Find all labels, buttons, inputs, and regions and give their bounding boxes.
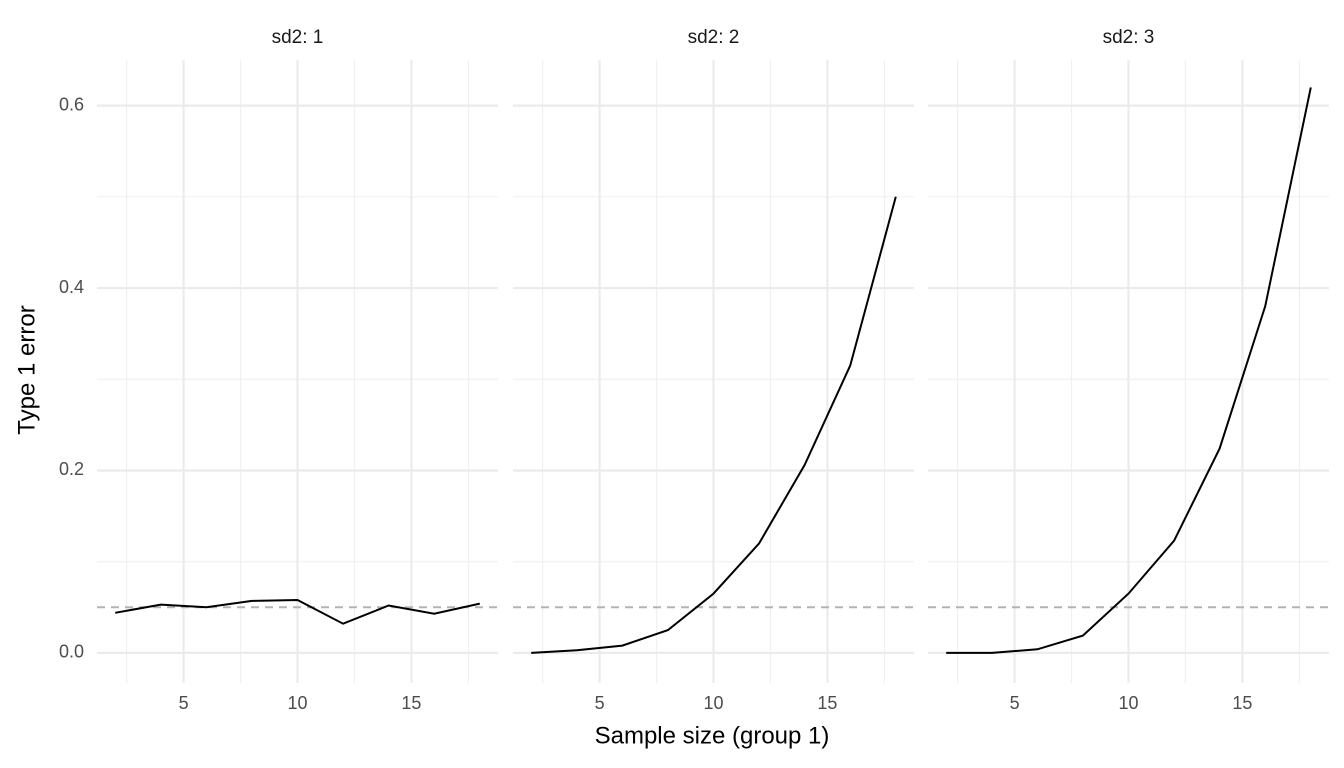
x-axis-title: Sample size (group 1) xyxy=(595,722,830,749)
y-tick-label: 0.4 xyxy=(59,277,84,297)
y-axis-title: Type 1 error xyxy=(13,305,40,434)
data-line xyxy=(946,87,1312,654)
facet-title: sd2: 3 xyxy=(1103,27,1155,48)
x-tick-label: 15 xyxy=(401,693,421,713)
x-tick-label: 15 xyxy=(817,693,837,713)
y-tick-label: 0.0 xyxy=(59,642,84,662)
x-tick-label: 15 xyxy=(1232,693,1252,713)
x-tick-label: 5 xyxy=(179,693,189,713)
data-line xyxy=(115,598,481,625)
x-tick-label: 5 xyxy=(595,693,605,713)
y-tick-label: 0.6 xyxy=(59,94,84,114)
y-tick-label: 0.2 xyxy=(59,459,84,479)
x-tick-label: 10 xyxy=(1118,693,1138,713)
facet-title: sd2: 1 xyxy=(272,27,324,48)
facet-title: sd2: 2 xyxy=(688,27,740,48)
x-tick-label: 5 xyxy=(1010,693,1020,713)
data-line xyxy=(531,196,897,654)
x-tick-label: 10 xyxy=(703,693,723,713)
x-tick-label: 10 xyxy=(287,693,307,713)
